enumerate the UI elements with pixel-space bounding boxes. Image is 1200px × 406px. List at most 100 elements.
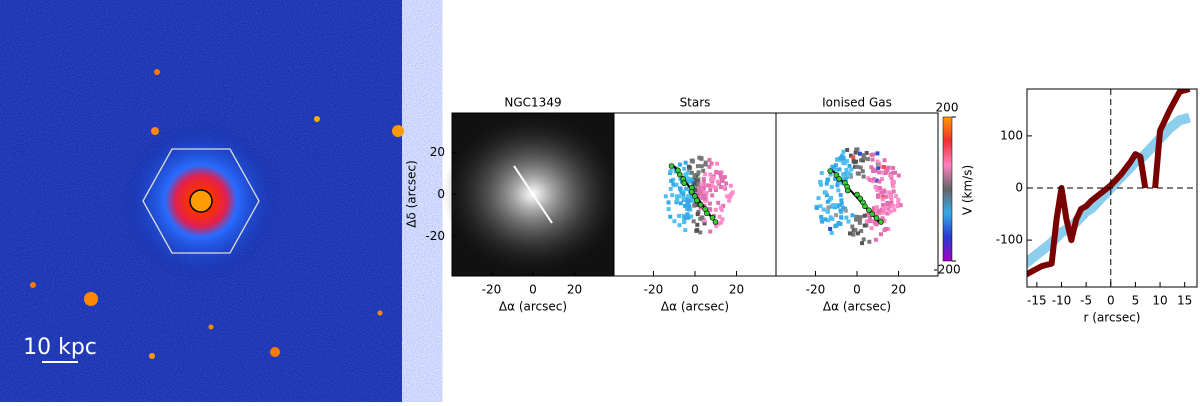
velocity-pixel xyxy=(841,160,846,165)
slit-point xyxy=(668,163,675,169)
velocity-pixel xyxy=(881,206,886,211)
velocity-pixel xyxy=(718,174,723,179)
velocity-pixel xyxy=(855,231,860,236)
velocity-pixel xyxy=(835,183,840,188)
slit-point xyxy=(697,201,704,208)
velocity-pixel xyxy=(674,182,679,187)
velocity-pixel xyxy=(814,206,819,211)
velocity-pixel xyxy=(692,173,697,178)
velocity-pixel xyxy=(818,204,823,209)
velocity-pixel xyxy=(714,169,719,174)
velocity-pixel xyxy=(678,201,683,206)
y-tick-label: 0 xyxy=(437,187,445,201)
slit-point xyxy=(712,219,719,225)
velocity-pixel xyxy=(698,189,703,194)
velocity-pixel xyxy=(850,224,855,229)
velocity-pixel xyxy=(875,151,880,156)
velocity-pixel xyxy=(703,198,708,203)
velocity-pixel xyxy=(669,178,674,183)
slit-point xyxy=(833,172,840,178)
velocity-pixel xyxy=(875,162,880,167)
velocity-pixel xyxy=(666,207,671,212)
velocity-pixel xyxy=(824,181,829,186)
velocity-pixel xyxy=(873,219,878,224)
velocity-pixel xyxy=(683,172,688,177)
velocity-pixel xyxy=(853,150,858,155)
colorbar xyxy=(942,116,953,262)
velocity-pixel xyxy=(867,216,872,221)
velocity-pixel xyxy=(881,203,886,208)
velocity-pixel xyxy=(871,206,876,211)
slit-point xyxy=(854,191,860,198)
x-tick-label: 10 xyxy=(1152,294,1167,308)
y-tick-label: 20 xyxy=(430,145,445,159)
velocity-pixel xyxy=(882,158,887,163)
velocity-pixel xyxy=(874,205,879,210)
velocity-pixel xyxy=(698,205,703,210)
velocity-pixel xyxy=(699,164,704,169)
velocity-pixel xyxy=(839,215,844,220)
slit xyxy=(513,165,553,224)
velocity-pixel xyxy=(849,153,854,158)
x-tick-label: 0 xyxy=(529,283,537,297)
velocity-pixel xyxy=(894,194,899,199)
velocity-pixel xyxy=(675,198,680,203)
x-tick-label: -15 xyxy=(1027,294,1047,308)
velocity-pixel xyxy=(678,187,683,192)
velocity-pixel xyxy=(858,215,863,220)
x-tick-label: -20 xyxy=(806,283,826,297)
velocity-pixel xyxy=(870,157,875,162)
velocity-pixel xyxy=(853,227,858,232)
velocity-pixel xyxy=(695,164,700,169)
velocity-pixel xyxy=(891,203,896,208)
velocity-pixel xyxy=(875,187,880,192)
velocity-pixel xyxy=(824,193,829,198)
velocity-pixel xyxy=(854,147,859,152)
x-tick-label: -10 xyxy=(1052,294,1072,308)
velocity-pixel xyxy=(696,177,701,182)
slit-point xyxy=(844,187,851,194)
velocity-pixel xyxy=(699,156,704,161)
velocity-pixel xyxy=(867,239,872,244)
velocity-pixel xyxy=(721,203,726,208)
velocity-pixel xyxy=(705,183,710,188)
velocity-pixel xyxy=(727,198,732,203)
velocity-pixel xyxy=(880,177,885,182)
velocity-pixel xyxy=(681,196,686,201)
velocity-pixel xyxy=(882,189,887,194)
slit-point xyxy=(869,211,875,217)
velocity-pixel xyxy=(684,196,689,201)
velocity-pixel xyxy=(885,167,890,172)
velocity-pixel xyxy=(668,171,673,176)
velocity-pixel xyxy=(846,174,851,179)
velocity-pixel xyxy=(831,167,836,172)
velocity-pixel xyxy=(702,218,707,223)
velocity-pixel xyxy=(888,194,893,199)
velocity-pixel xyxy=(696,181,701,186)
velocity-pixel xyxy=(857,220,862,225)
velocity-pixel xyxy=(722,175,727,180)
velocity-pixel xyxy=(684,174,689,179)
velocity-pixel xyxy=(873,210,878,215)
x-axis-label: Δα (arcsec) xyxy=(499,300,567,314)
velocity-pixel xyxy=(878,232,883,237)
velocity-pixel xyxy=(888,204,893,209)
velocity-pixel xyxy=(718,171,723,176)
velocity-pixel xyxy=(836,157,841,162)
velocity-pixel xyxy=(701,177,706,182)
velocity-pixel xyxy=(837,167,842,172)
velocity-pixel xyxy=(663,194,668,199)
velocity-pixel xyxy=(874,178,879,183)
velocity-pixel xyxy=(838,156,843,161)
velocity-pixel xyxy=(896,201,901,206)
velocity-pixel xyxy=(694,202,699,207)
velocity-pixel xyxy=(668,214,673,219)
velocity-pixel xyxy=(859,229,864,234)
velocity-pixel xyxy=(713,185,718,190)
velocity-pixel xyxy=(872,177,877,182)
slit-point xyxy=(681,180,688,187)
velocity-pixel xyxy=(681,192,686,197)
velocity-pixel xyxy=(818,180,823,185)
velocity-pixel xyxy=(889,197,894,202)
